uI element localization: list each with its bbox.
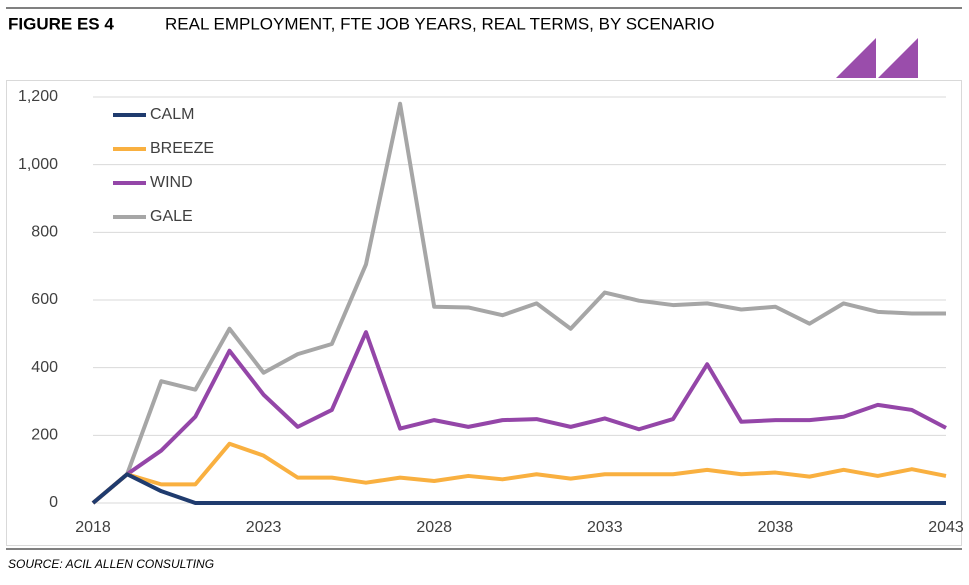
y-tick-label: 200 bbox=[31, 427, 58, 444]
series-line bbox=[91, 441, 947, 505]
y-tick-label: 800 bbox=[31, 224, 58, 241]
y-tick-label: 1,000 bbox=[18, 156, 58, 173]
legend-label: GALE bbox=[150, 208, 193, 225]
y-tick-label: 600 bbox=[31, 291, 58, 308]
chart-title: REAL EMPLOYMENT, FTE JOB YEARS, REAL TER… bbox=[165, 14, 715, 33]
logo bbox=[836, 38, 876, 78]
y-tick-label: 400 bbox=[31, 359, 58, 376]
plot-frame bbox=[6, 80, 962, 546]
logo bbox=[878, 38, 918, 78]
legend-label: WIND bbox=[150, 174, 193, 191]
source: SOURCE: ACIL ALLEN CONSULTING bbox=[8, 557, 214, 571]
series-line bbox=[91, 472, 946, 505]
x-tick-label: 2023 bbox=[246, 519, 282, 536]
x-tick-label: 2028 bbox=[416, 519, 452, 536]
x-tick-label: 2033 bbox=[587, 519, 623, 536]
y-tick-label: 1,200 bbox=[18, 88, 58, 105]
series-line bbox=[91, 330, 947, 505]
x-tick-label: 2038 bbox=[758, 519, 794, 536]
legend-label: CALM bbox=[150, 106, 194, 123]
legend-label: BREEZE bbox=[150, 140, 214, 157]
series-line bbox=[91, 101, 946, 505]
x-tick-label: 2043 bbox=[928, 519, 964, 536]
y-tick-label: 0 bbox=[49, 494, 58, 511]
figure-label: FIGURE ES 4 bbox=[8, 14, 114, 33]
x-tick-label: 2018 bbox=[75, 519, 111, 536]
